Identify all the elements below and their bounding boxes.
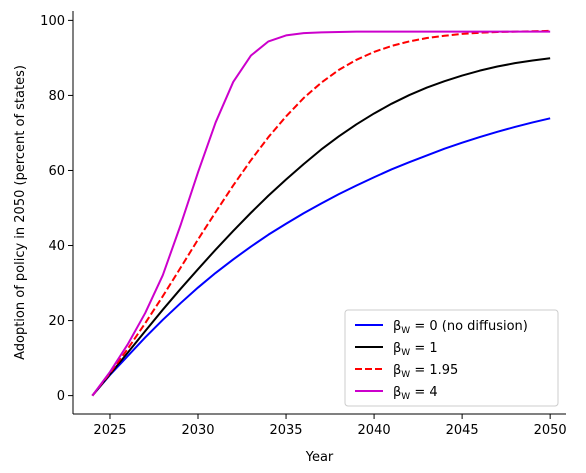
y-tick-label-100: 100 xyxy=(40,14,65,29)
x-tick-label-2030: 2030 xyxy=(181,423,214,438)
x-tick-label-2025: 2025 xyxy=(93,423,126,438)
x-tick-label-2045: 2045 xyxy=(446,423,479,438)
x-tick-label-2040: 2040 xyxy=(358,423,391,438)
y-tick-label-20: 20 xyxy=(48,314,65,329)
legend-label-0: βW = 0 (no diffusion) xyxy=(393,319,528,336)
x-tick-label-2035: 2035 xyxy=(269,423,302,438)
series-line-2 xyxy=(91,29,551,397)
x-tick-label-2050: 2050 xyxy=(534,423,567,438)
legend-label-3: βW = 4 xyxy=(393,385,438,402)
legend: βW = 0 (no diffusion) βW = 1 βW = 1.95 βW =… xyxy=(344,309,559,407)
legend-label-1: βW = 1 xyxy=(393,341,438,358)
series-line-1 xyxy=(91,57,551,397)
y-tick-label-40: 40 xyxy=(48,239,65,254)
plot-area xyxy=(91,29,551,397)
x-axis-title: Year xyxy=(305,450,334,465)
legend-label-2: βW = 1.95 xyxy=(393,363,458,380)
y-tick-label-60: 60 xyxy=(48,164,65,179)
y-axis-title: Adoption of policy in 2050 (percent of s… xyxy=(13,65,28,360)
y-tick-label-80: 80 xyxy=(48,89,65,104)
y-tick-label-0: 0 xyxy=(57,389,65,404)
legend-box xyxy=(344,309,559,407)
series-line-3 xyxy=(91,30,551,397)
series-line-0 xyxy=(91,117,551,397)
series-lines xyxy=(91,29,551,397)
